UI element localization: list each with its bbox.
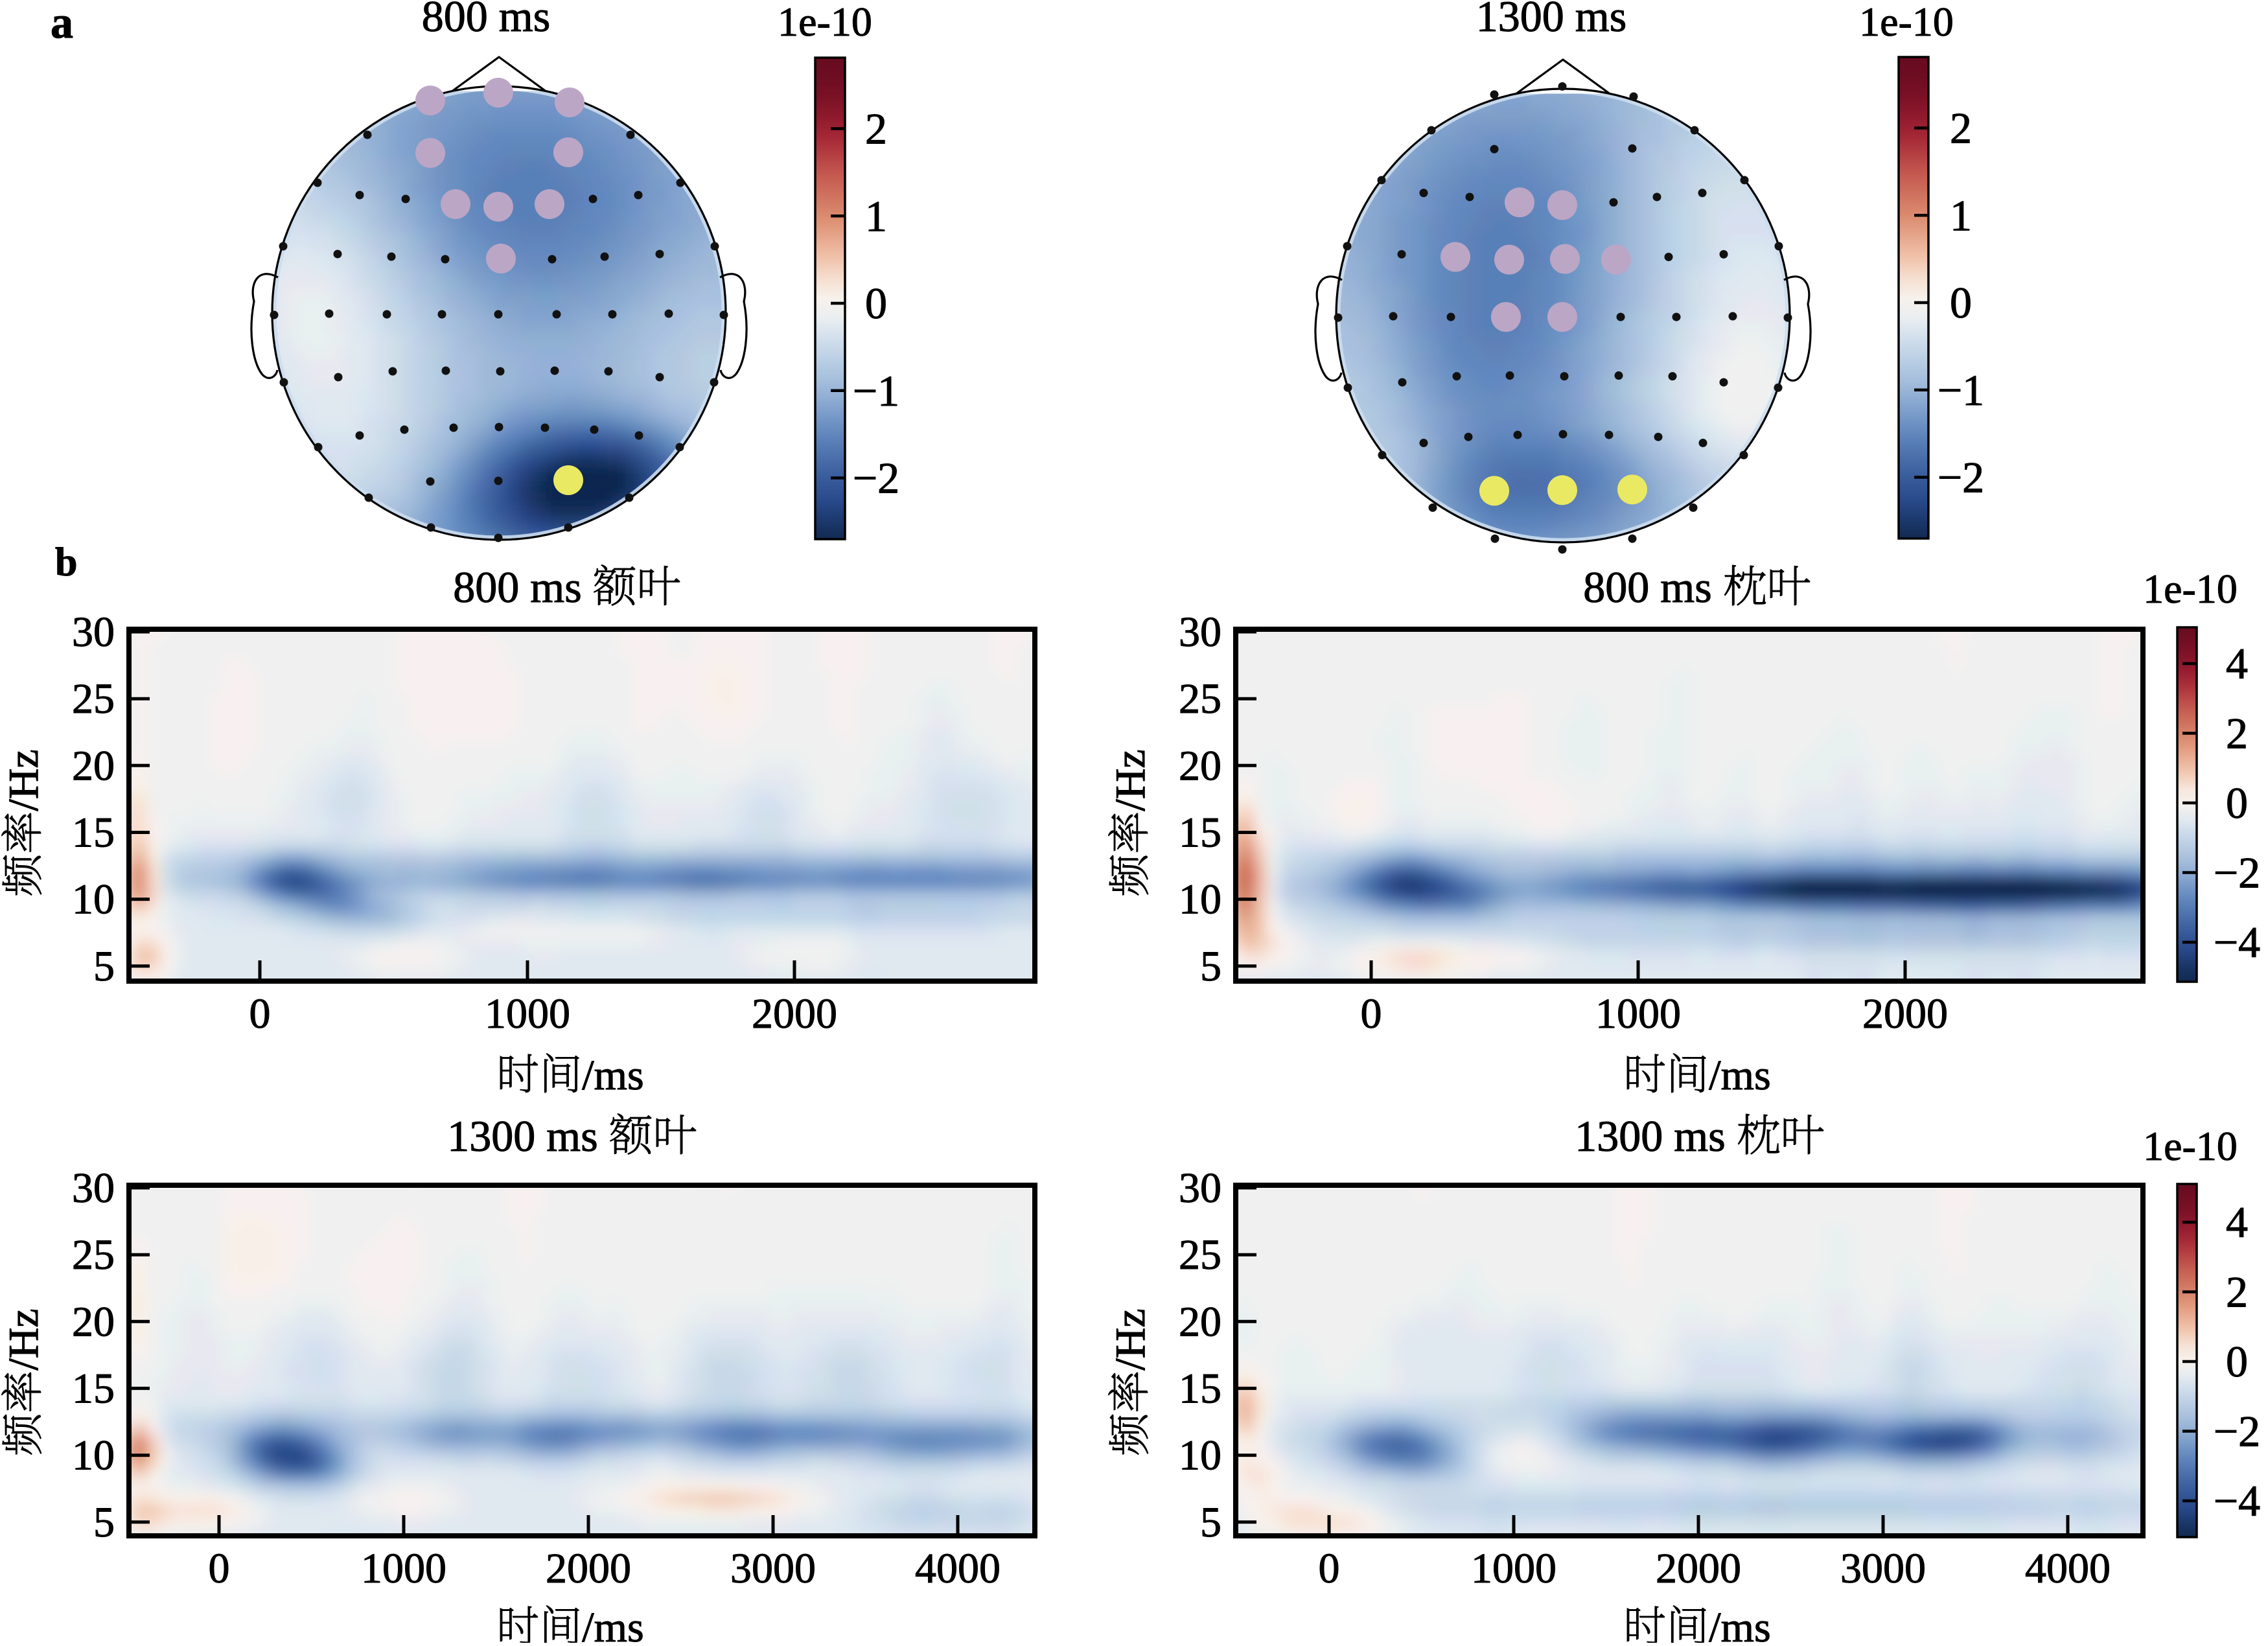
svg-text:30: 30 [1179,609,1221,656]
svg-text:25: 25 [72,1231,115,1279]
svg-text:25: 25 [72,675,115,723]
svg-text:2: 2 [865,104,887,154]
svg-text:25: 25 [1179,675,1221,723]
svg-text:20: 20 [72,1298,115,1345]
svg-text:−1: −1 [1938,365,1984,415]
svg-text:10: 10 [72,1432,115,1479]
svg-text:2000: 2000 [752,990,837,1037]
svg-text:−2: −2 [1938,453,1984,502]
svg-text:1e-10: 1e-10 [1859,0,1954,45]
svg-text:1e-10: 1e-10 [778,0,872,45]
svg-text:b: b [55,540,77,585]
svg-text:15: 15 [72,809,115,857]
svg-text:30: 30 [72,609,115,656]
svg-text:4000: 4000 [915,1545,1001,1592]
svg-text:0: 0 [209,1545,230,1592]
svg-text:3000: 3000 [730,1545,816,1592]
svg-text:10: 10 [1179,876,1221,923]
svg-text:1: 1 [865,191,887,240]
svg-text:0: 0 [865,279,887,328]
svg-text:800 ms: 800 ms [422,0,550,41]
svg-text:5: 5 [93,943,115,990]
svg-text:1: 1 [1950,191,1972,240]
svg-text:30: 30 [72,1165,115,1212]
svg-text:15: 15 [1179,809,1221,857]
svg-text:20: 20 [1179,742,1221,789]
svg-text:2000: 2000 [1862,990,1948,1037]
svg-text:−1: −1 [853,366,899,415]
svg-text:1300 ms: 1300 ms [1476,0,1626,41]
svg-text:15: 15 [72,1365,115,1412]
svg-text:1000: 1000 [361,1545,446,1592]
svg-text:0: 0 [1361,990,1382,1037]
svg-text:0: 0 [249,990,271,1037]
svg-text:a: a [51,0,73,48]
svg-text:5: 5 [93,1499,115,1546]
svg-text:2: 2 [1950,104,1972,153]
svg-text:20: 20 [72,742,115,789]
svg-text:1000: 1000 [485,990,570,1037]
svg-text:0: 0 [1950,278,1972,327]
svg-text:−2: −2 [853,454,899,503]
svg-text:1000: 1000 [1595,990,1681,1037]
svg-text:10: 10 [72,876,115,923]
svg-text:5: 5 [1200,943,1221,990]
svg-text:2000: 2000 [546,1545,631,1592]
